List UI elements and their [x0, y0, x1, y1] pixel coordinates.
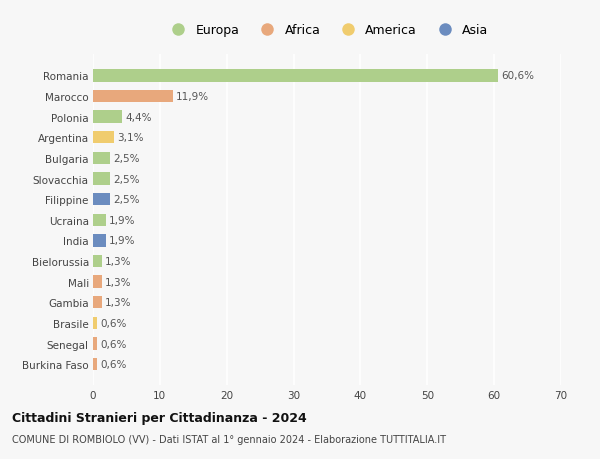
Text: 0,6%: 0,6% [100, 318, 127, 328]
Bar [93, 358, 97, 370]
Bar [93, 338, 97, 350]
Text: 1,9%: 1,9% [109, 236, 136, 246]
Text: 4,4%: 4,4% [126, 112, 152, 123]
Text: 3,1%: 3,1% [117, 133, 143, 143]
Bar [93, 70, 498, 83]
Bar [93, 132, 114, 144]
Text: 1,3%: 1,3% [105, 297, 131, 308]
Legend: Europa, Africa, America, Asia: Europa, Africa, America, Asia [161, 19, 493, 42]
Text: 11,9%: 11,9% [176, 92, 209, 102]
Bar [93, 152, 110, 165]
Text: Cittadini Stranieri per Cittadinanza - 2024: Cittadini Stranieri per Cittadinanza - 2… [12, 411, 307, 424]
Bar [93, 235, 106, 247]
Bar [93, 297, 101, 309]
Text: 0,6%: 0,6% [100, 359, 127, 369]
Text: 1,9%: 1,9% [109, 215, 136, 225]
Bar [93, 255, 101, 268]
Bar [93, 173, 110, 185]
Bar [93, 317, 97, 330]
Text: COMUNE DI ROMBIOLO (VV) - Dati ISTAT al 1° gennaio 2024 - Elaborazione TUTTITALI: COMUNE DI ROMBIOLO (VV) - Dati ISTAT al … [12, 434, 446, 444]
Text: 1,3%: 1,3% [105, 277, 131, 287]
Text: 2,5%: 2,5% [113, 154, 140, 163]
Text: 60,6%: 60,6% [502, 71, 535, 81]
Bar [93, 111, 122, 123]
Text: 2,5%: 2,5% [113, 174, 140, 184]
Bar [93, 194, 110, 206]
Bar [93, 276, 101, 288]
Text: 1,3%: 1,3% [105, 257, 131, 267]
Text: 2,5%: 2,5% [113, 195, 140, 205]
Text: 0,6%: 0,6% [100, 339, 127, 349]
Bar [93, 214, 106, 226]
Bar [93, 91, 173, 103]
